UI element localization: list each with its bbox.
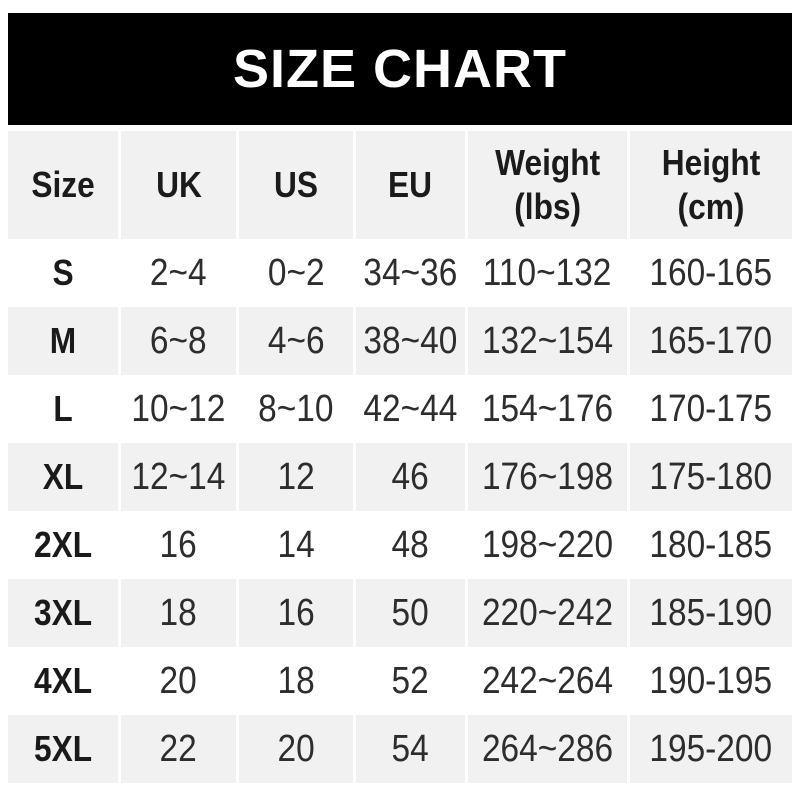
table-cell: 198~220: [468, 511, 627, 579]
row-label-l: L: [8, 375, 118, 443]
column-header-label: US: [273, 164, 318, 205]
table-cell: 220~242: [468, 579, 627, 647]
row-label-2xl: 2XL: [8, 511, 118, 579]
table-cell: 180-185: [630, 511, 792, 579]
table-cell: 264~286: [468, 715, 627, 783]
row-label-3xl: 3XL: [8, 579, 118, 647]
page-title: SIZE CHART: [233, 39, 567, 99]
table-cell: 176~198: [468, 443, 627, 511]
table-cell: 132~154: [468, 307, 627, 375]
table-cell: 54: [356, 715, 465, 783]
table-cell: 154~176: [468, 375, 627, 443]
table-cell: 42~44: [356, 375, 465, 443]
table-cell: 195-200: [630, 715, 792, 783]
table-cell: 16: [239, 579, 353, 647]
column-header-us: US: [239, 131, 353, 239]
size-chart-page: SIZE CHART Size UK US EU: [0, 13, 800, 800]
banner: SIZE CHART: [8, 13, 792, 125]
table-cell: 242~264: [468, 647, 627, 715]
column-header-height: Height (cm): [630, 131, 792, 239]
table-cell: 14: [239, 511, 353, 579]
table-cell: 18: [121, 579, 236, 647]
table-cell: 50: [356, 579, 465, 647]
column-header-uk: UK: [121, 131, 236, 239]
table-cell: 20: [239, 715, 353, 783]
column-header-sub: (lbs): [514, 186, 581, 227]
row-label-xl: XL: [8, 443, 118, 511]
table-cell: 12: [239, 443, 353, 511]
table-cell: 165-170: [630, 307, 792, 375]
row-label-4xl: 4XL: [8, 647, 118, 715]
row-label-m: M: [8, 307, 118, 375]
table-cell: 4~6: [239, 307, 353, 375]
column-header-label: Height: [661, 142, 761, 183]
column-header-size: Size: [8, 131, 118, 239]
row-label-5xl: 5XL: [8, 715, 118, 783]
table-cell: 34~36: [356, 239, 465, 307]
column-header-label: Size: [31, 164, 95, 205]
table-cell: 20: [121, 647, 236, 715]
table-cell: 160-165: [630, 239, 792, 307]
table-cell: 6~8: [121, 307, 236, 375]
table-cell: 10~12: [121, 375, 236, 443]
size-table: Size UK US EU Weight (lbs): [8, 131, 792, 783]
table-cell: 175-180: [630, 443, 792, 511]
table-cell: 48: [356, 511, 465, 579]
table-cell: 22: [121, 715, 236, 783]
table-cell: 0~2: [239, 239, 353, 307]
table-cell: 12~14: [121, 443, 236, 511]
table-cell: 38~40: [356, 307, 465, 375]
table-cell: 110~132: [468, 239, 627, 307]
column-header-weight: Weight (lbs): [468, 131, 627, 239]
column-header-label: EU: [388, 164, 433, 205]
table-cell: 2~4: [121, 239, 236, 307]
table-cell: 52: [356, 647, 465, 715]
column-header-label: UK: [155, 164, 202, 205]
row-label-s: S: [8, 239, 118, 307]
table-cell: 16: [121, 511, 236, 579]
table-cell: 46: [356, 443, 465, 511]
table-cell: 190-195: [630, 647, 792, 715]
table-cell: 185-190: [630, 579, 792, 647]
column-header-sub: (cm): [677, 186, 745, 227]
table-cell: 170-175: [630, 375, 792, 443]
column-header-label: Weight: [494, 142, 600, 183]
table-cell: 18: [239, 647, 353, 715]
table-cell: 8~10: [239, 375, 353, 443]
column-header-eu: EU: [356, 131, 465, 239]
